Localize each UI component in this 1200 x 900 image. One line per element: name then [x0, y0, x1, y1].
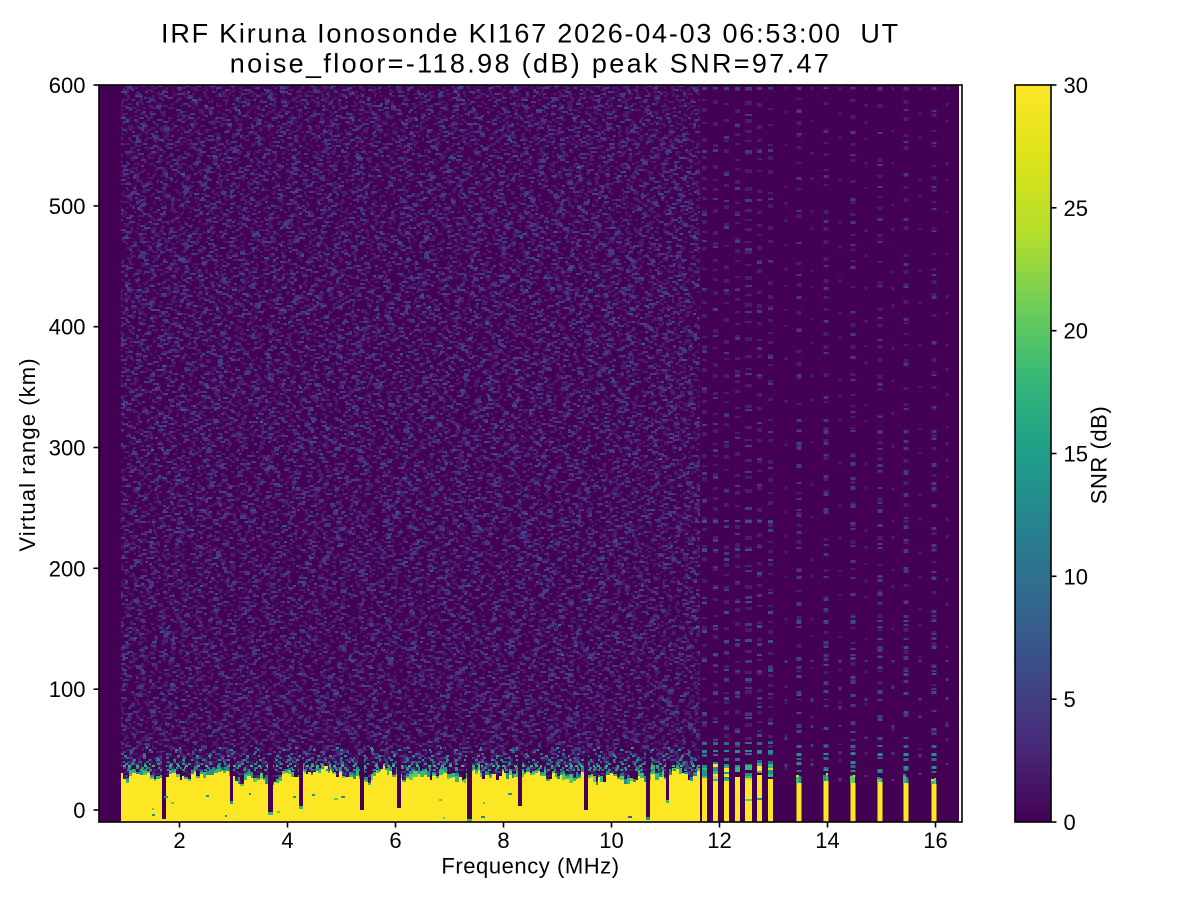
svg-text:IRF Kiruna Ionosonde KI167 202: IRF Kiruna Ionosonde KI167 2026-04-03 06…: [161, 19, 900, 49]
svg-text:25: 25: [1064, 196, 1088, 221]
svg-text:16: 16: [923, 828, 947, 853]
svg-text:10: 10: [599, 828, 623, 853]
svg-text:400: 400: [49, 315, 86, 340]
svg-text:4: 4: [281, 828, 293, 853]
svg-text:300: 300: [49, 436, 86, 461]
svg-text:2: 2: [173, 828, 185, 853]
svg-text:12: 12: [707, 828, 731, 853]
svg-text:0: 0: [1064, 810, 1076, 835]
svg-text:100: 100: [49, 677, 86, 702]
svg-text:5: 5: [1064, 687, 1076, 712]
svg-text:Frequency (MHz): Frequency (MHz): [441, 854, 619, 879]
svg-text:6: 6: [389, 828, 401, 853]
svg-text:noise_floor=-118.98 (dB) peak: noise_floor=-118.98 (dB) peak SNR=97.47: [230, 49, 831, 79]
svg-text:10: 10: [1064, 564, 1088, 589]
svg-text:500: 500: [49, 194, 86, 219]
svg-text:14: 14: [815, 828, 839, 853]
svg-text:8: 8: [497, 828, 509, 853]
svg-text:20: 20: [1064, 319, 1088, 344]
svg-text:Virtual range (km): Virtual range (km): [15, 357, 40, 551]
svg-text:200: 200: [49, 556, 86, 581]
svg-text:600: 600: [49, 73, 86, 98]
svg-text:15: 15: [1064, 442, 1088, 467]
svg-text:0: 0: [73, 798, 85, 823]
svg-text:SNR (dB): SNR (dB): [1087, 406, 1112, 505]
svg-text:30: 30: [1064, 73, 1088, 98]
